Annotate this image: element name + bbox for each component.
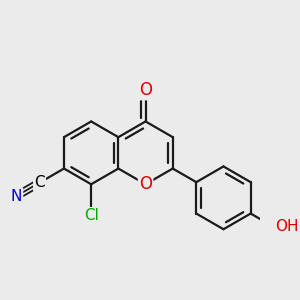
Text: Cl: Cl [84, 208, 99, 223]
Text: N: N [11, 188, 22, 203]
Text: C: C [34, 175, 45, 190]
Text: O: O [139, 81, 152, 99]
Text: OH: OH [275, 219, 299, 234]
Text: O: O [139, 175, 152, 193]
